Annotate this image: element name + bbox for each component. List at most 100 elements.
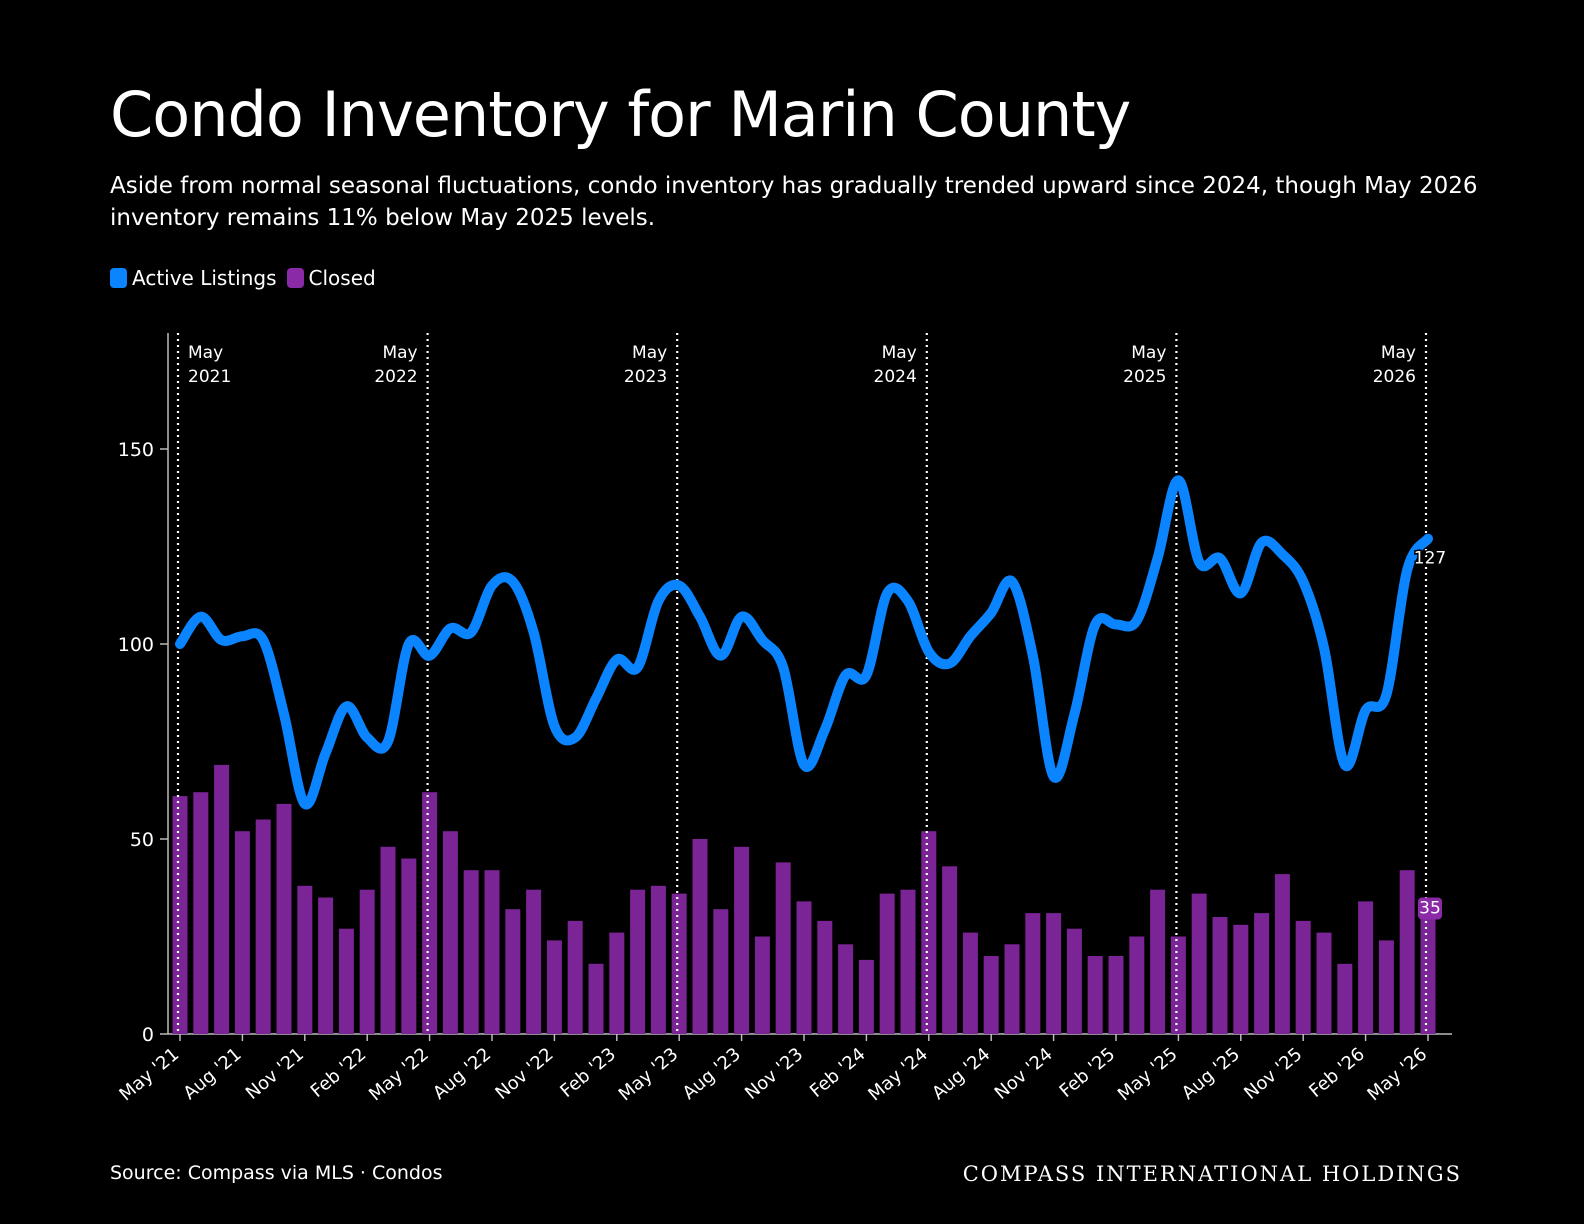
reference-label-2024-05-b: 2024 <box>874 367 917 387</box>
bar-closed-2023-06 <box>692 839 708 1034</box>
x-tick-label: May '26 <box>1363 1044 1431 1106</box>
reference-label-2025-05-a: May <box>1131 343 1166 363</box>
bar-closed-2023-11 <box>796 901 812 1034</box>
legend: Active Listings Closed <box>110 266 386 290</box>
bar-closed-2025-03 <box>1129 936 1145 1034</box>
bar-closed-2024-10 <box>1025 913 1041 1034</box>
end-label-closed: 35 <box>1419 899 1441 919</box>
x-tick-label: May '23 <box>615 1044 683 1106</box>
bar-closed-2021-05 <box>172 796 188 1034</box>
bar-closed-2023-03 <box>630 889 646 1034</box>
bar-closed-2021-12 <box>318 897 334 1034</box>
y-tick-label: 100 <box>118 634 154 656</box>
bar-closed-2024-03 <box>879 893 895 1034</box>
x-tick-label: Aug '25 <box>1178 1044 1244 1104</box>
x-tick-label: Nov '23 <box>741 1044 807 1104</box>
bar-closed-2022-01 <box>338 928 354 1034</box>
reference-label-2021-05-b: 2021 <box>188 367 231 387</box>
x-tick-label: Feb '26 <box>1305 1044 1369 1102</box>
x-tick-label: Nov '25 <box>1240 1044 1306 1104</box>
bar-closed-2025-12 <box>1316 932 1332 1034</box>
reference-label-2022-05-a: May <box>382 343 417 363</box>
reference-label-2021-05-a: May <box>188 343 223 363</box>
x-tick-label: May '24 <box>864 1044 932 1106</box>
x-tick-label: Feb '23 <box>556 1044 620 1102</box>
bar-closed-2022-02 <box>359 889 375 1034</box>
legend-label-closed: Closed <box>308 266 376 290</box>
bar-closed-2021-09 <box>255 819 271 1034</box>
end-label-active: 127 <box>1414 549 1446 569</box>
bar-closed-2024-05 <box>921 831 937 1034</box>
x-tick-label: Aug '23 <box>679 1044 745 1104</box>
bar-closed-2023-10 <box>775 862 791 1034</box>
bar-closed-2025-04 <box>1150 889 1166 1034</box>
bar-closed-2025-07 <box>1212 917 1228 1034</box>
bar-closed-2024-08 <box>983 956 999 1034</box>
bar-closed-2022-07 <box>463 870 479 1034</box>
bar-closed-2025-10 <box>1274 874 1290 1034</box>
bar-closed-2024-01 <box>838 944 854 1034</box>
bar-closed-2021-07 <box>214 764 230 1034</box>
bar-closed-2021-06 <box>193 792 209 1034</box>
bar-closed-2025-11 <box>1295 920 1311 1034</box>
bar-closed-2022-12 <box>567 920 583 1034</box>
bar-closed-2022-03 <box>380 846 396 1034</box>
x-tick-label: Feb '24 <box>806 1044 870 1102</box>
series-line-active-listings <box>175 475 1433 810</box>
bar-closed-2024-04 <box>900 889 916 1034</box>
bar-closed-2025-08 <box>1233 924 1249 1034</box>
bar-closed-2025-05 <box>1170 936 1186 1034</box>
reference-label-2024-05-a: May <box>882 343 917 363</box>
x-tick-label: May '22 <box>365 1044 433 1106</box>
reference-label-2025-05-b: 2025 <box>1123 367 1166 387</box>
bar-closed-2026-01 <box>1337 963 1353 1034</box>
legend-swatch-closed <box>286 268 304 288</box>
bar-closed-2025-01 <box>1087 956 1103 1034</box>
bar-closed-2025-06 <box>1191 893 1207 1034</box>
reference-label-2026-05-a: May <box>1381 343 1416 363</box>
brand-wordmark: COMPASS INTERNATIONAL HOLDINGS <box>962 1162 1462 1186</box>
reference-label-2023-05-b: 2023 <box>624 367 667 387</box>
x-tick-label: Aug '21 <box>179 1044 245 1104</box>
bar-closed-2022-11 <box>546 940 562 1034</box>
bar-closed-2026-02 <box>1358 901 1374 1034</box>
bar-closed-2022-04 <box>401 858 417 1034</box>
bar-closed-2022-09 <box>505 909 521 1034</box>
reference-label-2026-05-b: 2026 <box>1373 367 1416 387</box>
x-tick-label: Nov '21 <box>242 1044 308 1104</box>
source-note: Source: Compass via MLS · Condos <box>110 1162 443 1184</box>
bar-closed-2021-08 <box>234 831 250 1034</box>
bar-closed-2022-08 <box>484 870 500 1034</box>
legend-label-active: Active Listings <box>132 266 277 290</box>
x-tick-label: Nov '22 <box>491 1044 557 1104</box>
bar-closed-2023-09 <box>754 936 770 1034</box>
bar-closed-2026-05 <box>1420 897 1436 1034</box>
bar-closed-2026-03 <box>1378 940 1394 1034</box>
bar-closed-2023-05 <box>671 893 687 1034</box>
legend-item-closed: Closed <box>286 266 376 290</box>
bar-closed-2024-02 <box>858 959 874 1034</box>
bar-closed-2023-12 <box>817 920 833 1034</box>
x-tick-label: Aug '22 <box>429 1044 495 1104</box>
bar-closed-2024-11 <box>1046 913 1062 1034</box>
bar-closed-2021-11 <box>297 885 313 1034</box>
bar-closed-2022-05 <box>422 792 438 1034</box>
bar-closed-2024-09 <box>1004 944 1020 1034</box>
bar-closed-2025-02 <box>1108 956 1124 1034</box>
chart-subtitle: Aside from normal seasonal fluctuations,… <box>110 173 1478 231</box>
bar-closed-2023-01 <box>588 963 604 1034</box>
x-tick-label: Aug '24 <box>928 1044 994 1104</box>
bar-closed-2025-09 <box>1254 913 1270 1034</box>
y-tick-label: 150 <box>118 439 154 461</box>
y-tick-label: 0 <box>142 1024 154 1046</box>
chart-title: Condo Inventory for Marin County <box>110 78 1131 151</box>
x-tick-label: Feb '22 <box>307 1044 371 1102</box>
bar-closed-2021-10 <box>276 803 292 1034</box>
bar-closed-2024-12 <box>1066 928 1082 1034</box>
bar-closed-2026-04 <box>1399 870 1415 1034</box>
y-tick-label: 50 <box>130 829 154 851</box>
bar-closed-2023-07 <box>713 909 729 1034</box>
bar-closed-2024-06 <box>942 866 958 1034</box>
legend-item-active: Active Listings <box>110 266 277 290</box>
